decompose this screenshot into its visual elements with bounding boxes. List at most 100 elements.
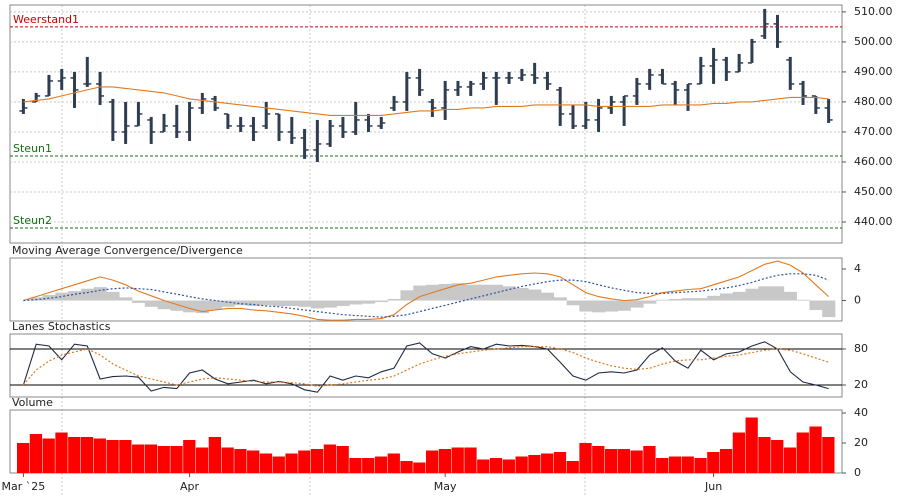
volume-bar xyxy=(515,456,528,473)
volume-bar xyxy=(272,456,285,473)
y-tick-label: 480.00 xyxy=(854,95,893,108)
level-label: Weerstand1 xyxy=(13,13,79,26)
histogram-bar xyxy=(604,300,619,312)
price-bar xyxy=(811,95,820,114)
price-bar xyxy=(377,116,386,129)
price-bar xyxy=(658,68,667,85)
volume-bar xyxy=(502,459,515,473)
histogram-bar xyxy=(387,298,401,301)
histogram-bar xyxy=(553,297,567,301)
y-tick-label: 460.00 xyxy=(854,155,893,168)
histogram-bar xyxy=(515,287,529,301)
price-bar xyxy=(722,56,731,81)
histogram-bar xyxy=(489,284,503,301)
price-bar xyxy=(568,104,577,129)
price-bar xyxy=(645,68,654,90)
price-bar xyxy=(684,83,693,111)
price-bar xyxy=(223,113,232,129)
volume-bar xyxy=(183,440,196,473)
price-bar xyxy=(607,95,616,114)
level-label: Steun1 xyxy=(13,142,52,155)
histogram-bar xyxy=(362,300,376,304)
volume-bar xyxy=(604,449,618,473)
volume-bar xyxy=(157,446,170,473)
y-tick-label: 490.00 xyxy=(854,65,893,78)
y-tick-label: 450.00 xyxy=(854,185,893,198)
histogram-bar xyxy=(208,300,222,310)
volume-bar xyxy=(170,446,183,473)
volume-bar xyxy=(195,447,209,473)
x-tick-label: Jun xyxy=(704,480,722,493)
volume-bar xyxy=(745,417,758,473)
volume-bar xyxy=(17,443,30,473)
histogram-bar xyxy=(132,300,146,303)
histogram-bar xyxy=(259,300,273,306)
histogram-bar xyxy=(758,286,772,301)
volume-bar xyxy=(336,446,349,473)
histogram-bar xyxy=(170,300,184,311)
volume-bar xyxy=(809,426,822,473)
price-bar xyxy=(517,68,526,81)
histogram-bar xyxy=(719,293,734,301)
indicator-line xyxy=(22,346,829,387)
histogram-bar xyxy=(796,299,810,301)
volume-bar xyxy=(707,452,720,473)
histogram-bar xyxy=(93,287,107,301)
volume-bar xyxy=(451,447,464,473)
price-bar xyxy=(556,86,565,126)
volume-bar xyxy=(387,453,400,473)
level-label: Steun2 xyxy=(13,214,52,227)
volume-bar xyxy=(80,437,94,473)
y-tick-label: 0 xyxy=(854,466,861,479)
price-bar xyxy=(632,77,641,105)
histogram-bar xyxy=(477,284,491,301)
histogram-bar xyxy=(656,299,670,301)
histogram-bar xyxy=(195,300,210,314)
volume-bar xyxy=(694,458,707,473)
histogram-bar xyxy=(55,292,69,301)
volume-bar xyxy=(592,446,605,473)
price-bar xyxy=(338,116,347,138)
price-bar xyxy=(581,101,590,129)
price-bar xyxy=(709,47,718,84)
price-bar xyxy=(198,92,207,114)
volume-bar xyxy=(732,432,746,473)
volume-bar xyxy=(719,449,733,473)
histogram-bar xyxy=(528,289,542,301)
price-bar xyxy=(453,80,462,96)
price-bar xyxy=(300,128,309,159)
price-bar xyxy=(326,119,335,147)
price-bar xyxy=(824,98,833,123)
volume-bar xyxy=(106,440,119,473)
price-bar xyxy=(786,56,795,90)
volume-bar xyxy=(144,444,158,473)
histogram-bar xyxy=(592,300,606,313)
x-tick-label: Apr xyxy=(180,480,200,493)
volume-bar xyxy=(29,434,43,473)
panel-frame xyxy=(9,4,843,244)
histogram-bar xyxy=(272,300,286,307)
price-bar xyxy=(287,116,296,144)
volume-bar xyxy=(617,449,630,473)
price-bar xyxy=(441,80,450,120)
histogram-bar xyxy=(707,295,721,301)
volume-bar xyxy=(374,456,388,473)
y-tick-label: 40 xyxy=(854,406,868,419)
volume-bar xyxy=(541,453,554,473)
volume-bar xyxy=(579,443,592,473)
y-tick-label: 0 xyxy=(854,294,861,307)
price-bar xyxy=(121,101,130,144)
histogram-bar xyxy=(234,300,248,306)
price-bar xyxy=(428,98,437,117)
volume-bar xyxy=(413,462,426,473)
price-bar xyxy=(747,38,756,64)
y-tick-label: 20 xyxy=(854,436,868,449)
volume-bar xyxy=(553,452,567,473)
price-bar xyxy=(134,101,143,127)
volume-bar xyxy=(668,456,682,473)
volume-bar xyxy=(822,437,835,473)
histogram-bar xyxy=(809,300,823,310)
